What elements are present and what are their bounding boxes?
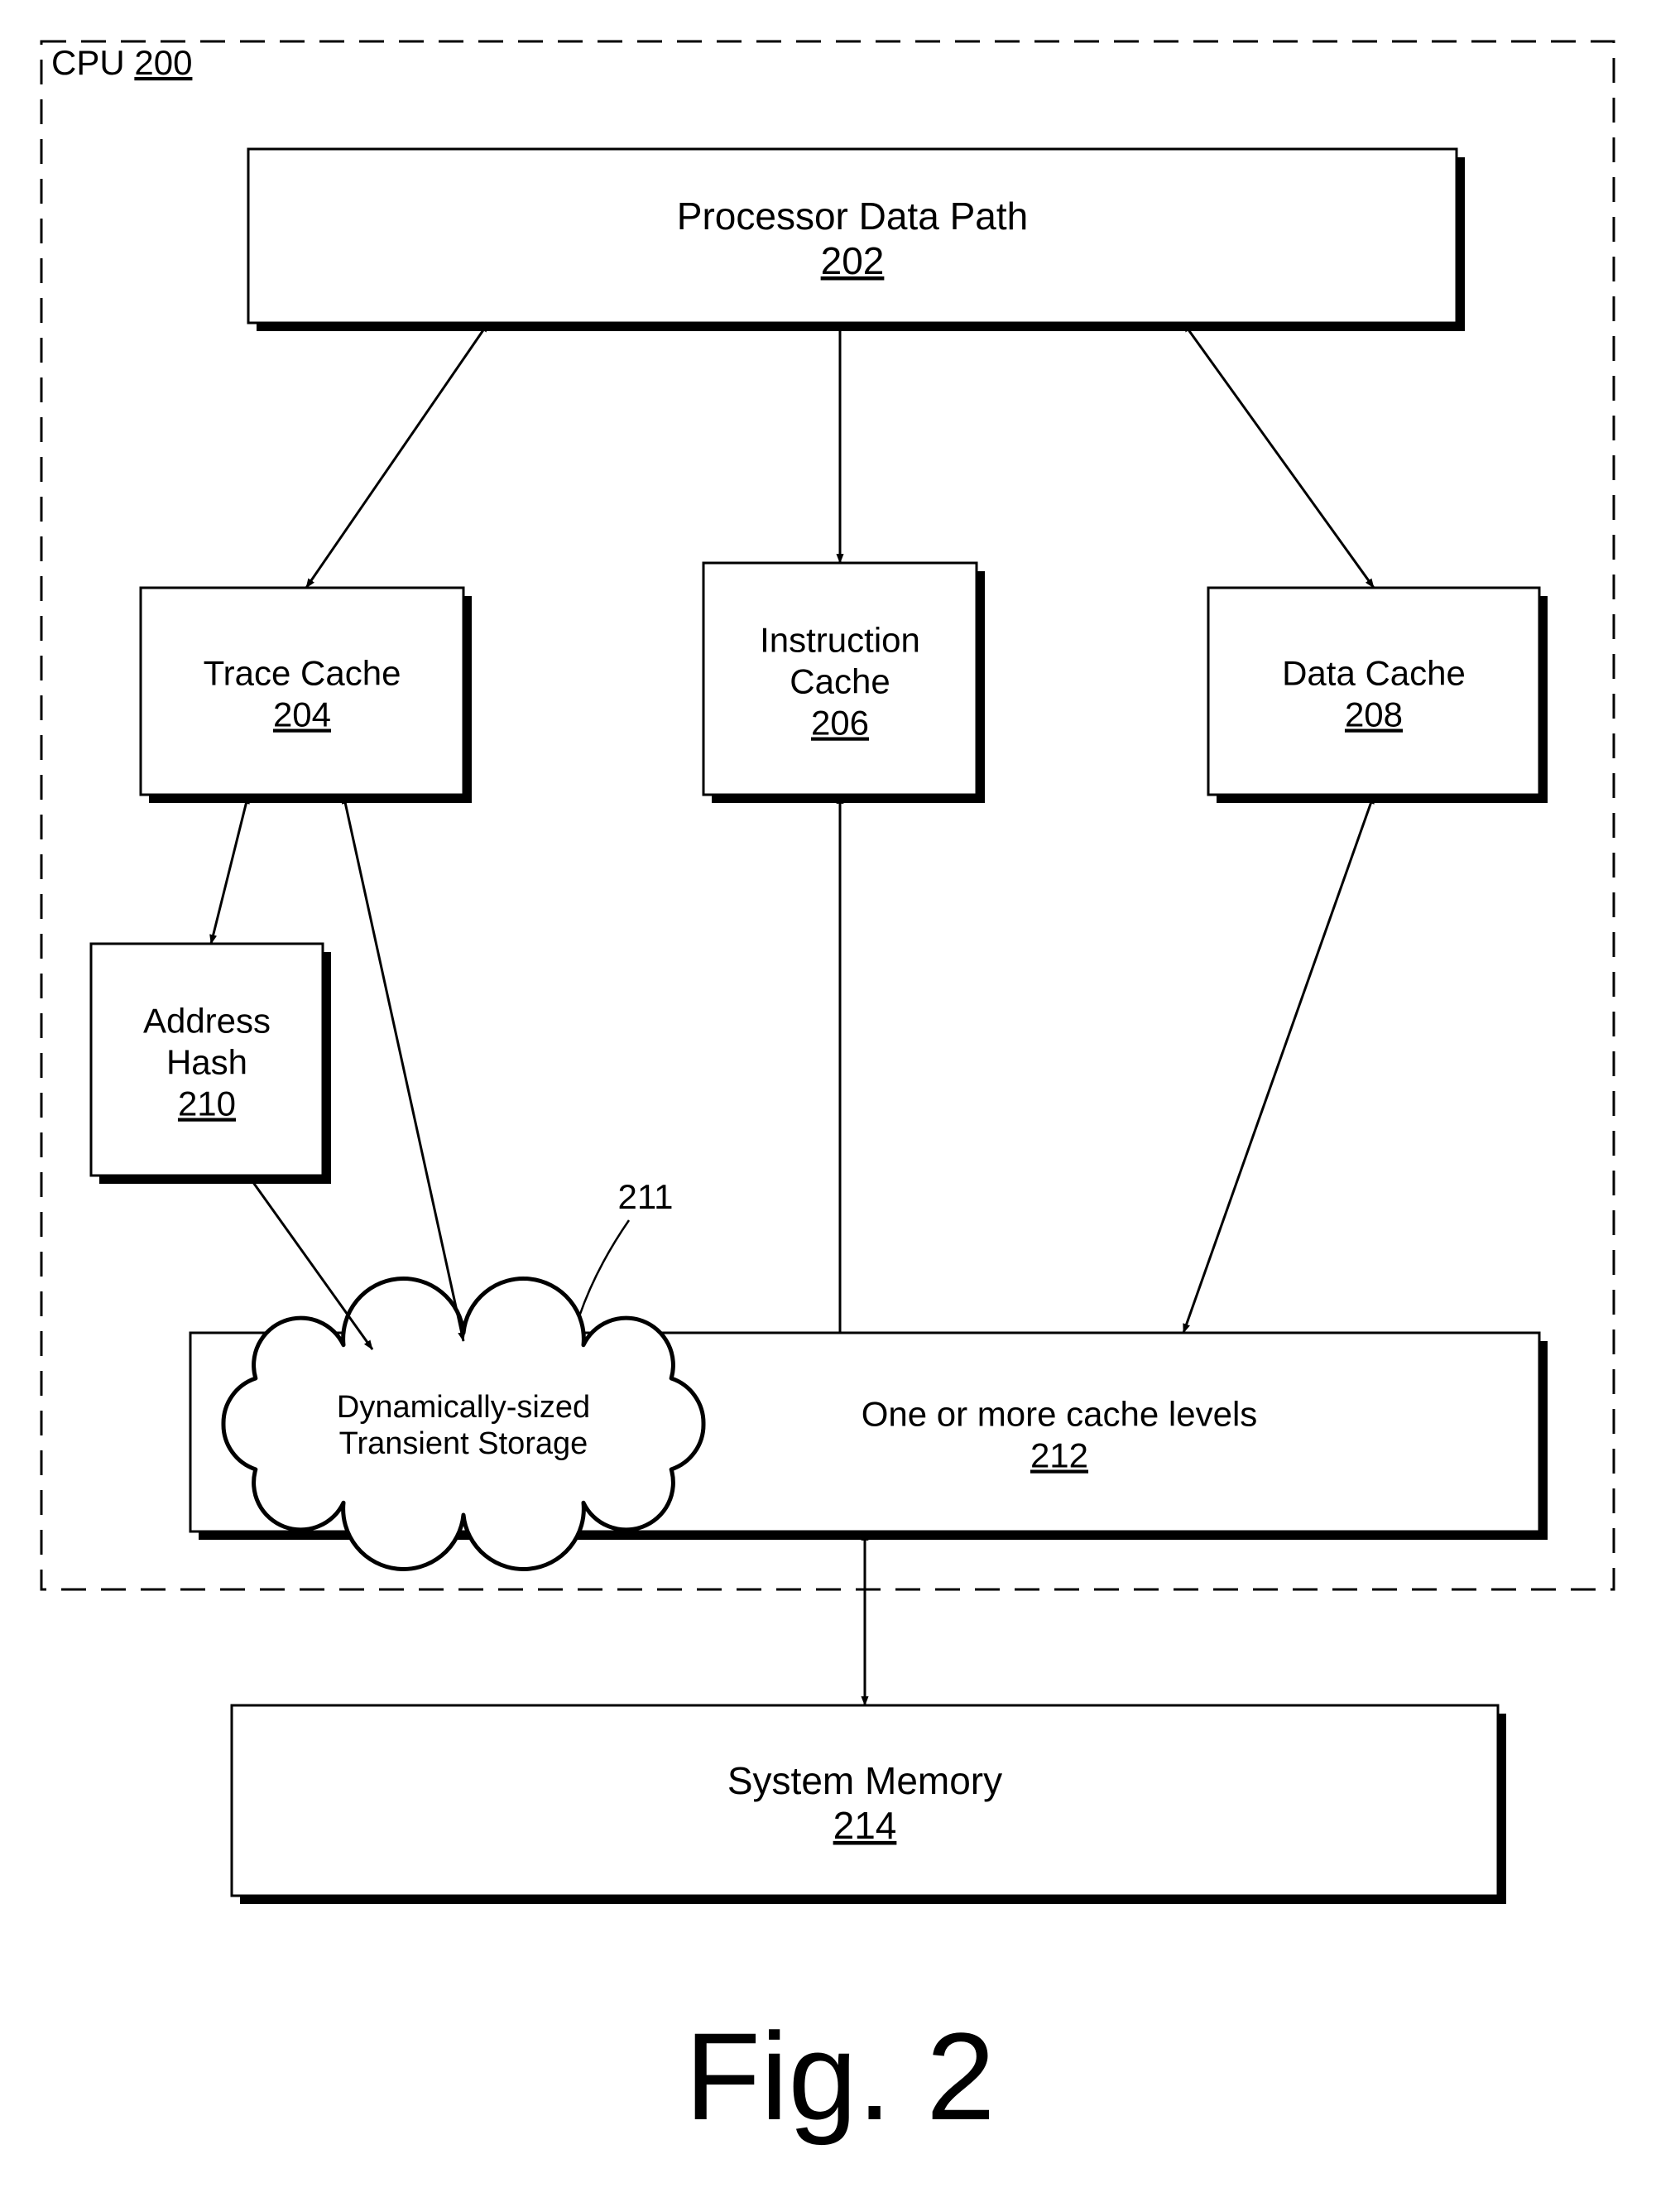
- figure-caption: Fig. 2: [684, 2007, 995, 2146]
- cloud-transient-storage: Dynamically-sizedTransient Storage: [223, 1278, 703, 1569]
- node-sysmem: System Memory214: [232, 1705, 1506, 1904]
- node-icache-number: 206: [811, 704, 869, 743]
- node-datapath: Processor Data Path202: [248, 149, 1465, 331]
- svg-text:CPU 200: CPU 200: [51, 43, 192, 82]
- node-icache-title: Instruction: [760, 621, 920, 660]
- node-trace-title: Trace Cache: [204, 654, 401, 693]
- node-hash-title: Address: [143, 1002, 271, 1041]
- svg-text:Dynamically-sized: Dynamically-sized: [337, 1390, 590, 1425]
- node-dcache: Data Cache208: [1208, 588, 1548, 803]
- svg-text:211: 211: [618, 1177, 674, 1216]
- node-dcache-title: Data Cache: [1282, 654, 1466, 693]
- node-datapath-title: Processor Data Path: [677, 195, 1028, 238]
- edge-dp-trace: [306, 323, 488, 588]
- edge-trace-cloud: [343, 795, 463, 1341]
- callout-211: 211: [579, 1177, 673, 1316]
- node-dcache-number: 208: [1345, 695, 1403, 734]
- edge-dp-dcache: [1183, 323, 1374, 588]
- node-icache: InstructionCache206: [703, 563, 985, 803]
- svg-text:Transient Storage: Transient Storage: [339, 1426, 588, 1461]
- edge-lvl-dcache: [1183, 795, 1374, 1333]
- node-datapath-number: 202: [821, 239, 885, 282]
- node-icache-title: Cache: [790, 662, 890, 701]
- node-hash-title: Hash: [166, 1043, 247, 1082]
- node-hash-number: 210: [178, 1084, 236, 1123]
- node-trace-number: 204: [273, 695, 331, 734]
- node-sysmem-number: 214: [833, 1804, 897, 1847]
- cpu-label: CPU 200: [51, 43, 192, 82]
- node-levels-number: 212: [1030, 1436, 1088, 1475]
- node-levels-title: One or more cache levels: [862, 1395, 1258, 1434]
- node-hash: AddressHash210: [91, 944, 331, 1184]
- edge-trace-hash: [211, 795, 248, 944]
- node-sysmem-title: System Memory: [727, 1759, 1002, 1802]
- node-trace: Trace Cache204: [141, 588, 472, 803]
